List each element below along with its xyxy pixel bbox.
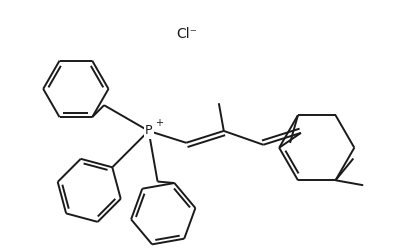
Text: +: + — [155, 118, 162, 128]
Text: P: P — [145, 124, 152, 137]
Text: Cl⁻: Cl⁻ — [177, 28, 198, 41]
